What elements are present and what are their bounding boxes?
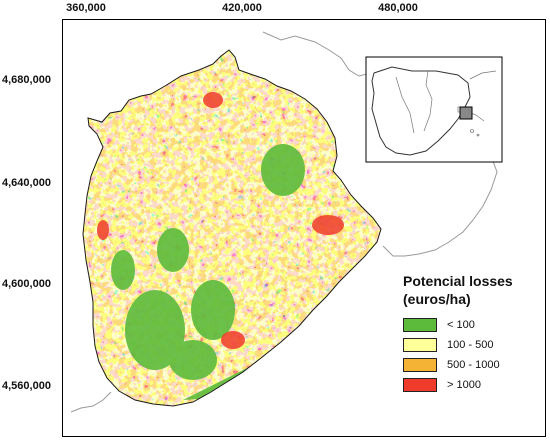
legend-swatch: [403, 378, 437, 392]
legend-label: < 100: [447, 319, 475, 331]
y-tick-label: 4,600,000: [2, 278, 51, 290]
legend-label: > 1000: [447, 379, 481, 391]
y-tick-label: 4,560,000: [2, 380, 51, 392]
legend: Potencial losses (euros/ha) < 100 100 - …: [403, 272, 513, 392]
locator-square-icon: [459, 106, 473, 120]
legend-title-line1: Potencial losses: [403, 273, 513, 289]
region-outline: [82, 49, 382, 407]
map-canvas: [70, 31, 503, 413]
loss-raster: [83, 50, 381, 406]
iberian-peninsula-outline: [371, 66, 471, 156]
inset-map: [365, 56, 503, 163]
y-tick-label: 4,640,000: [2, 177, 51, 189]
legend-label: 500 - 1000: [447, 359, 500, 371]
legend-swatch: [403, 358, 437, 372]
x-tick-label: 480,000: [378, 2, 418, 14]
map-frame: [62, 19, 546, 437]
x-tick-label: 420,000: [222, 2, 262, 14]
legend-title-line2: (euros/ha): [403, 291, 471, 307]
legend-swatch: [403, 318, 437, 332]
legend-swatch: [403, 338, 437, 352]
x-tick-label: 360,000: [66, 2, 106, 14]
legend-label: 100 - 500: [447, 339, 494, 351]
y-tick-label: 4,680,000: [2, 74, 51, 86]
